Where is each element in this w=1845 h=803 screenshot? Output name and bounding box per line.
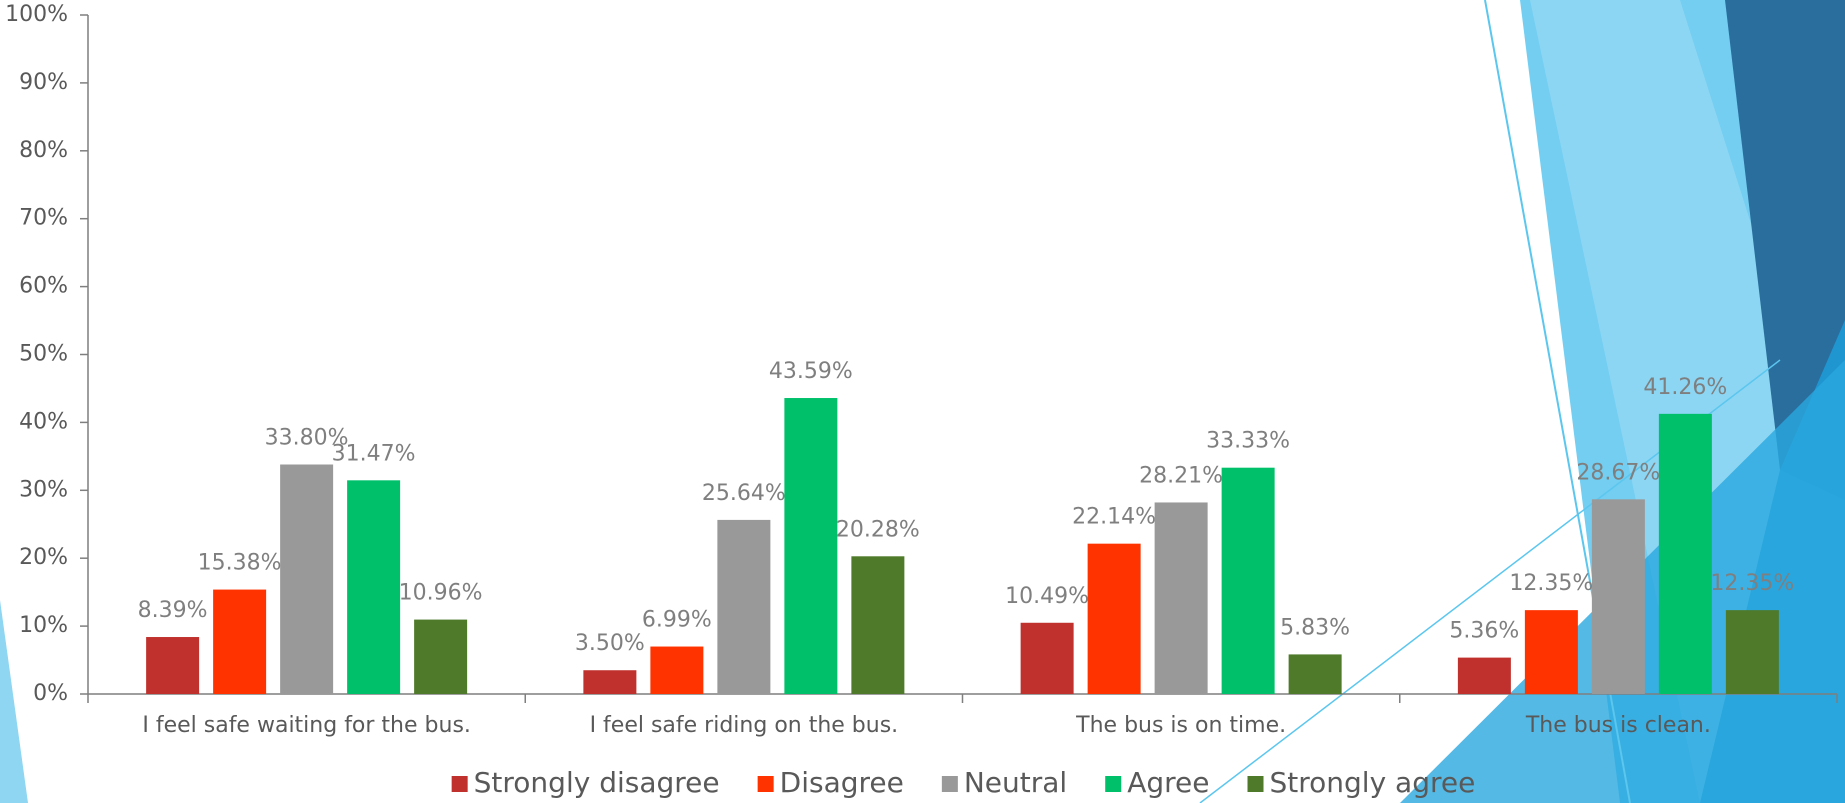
value-label: 33.33% bbox=[1206, 429, 1290, 454]
bar bbox=[1524, 610, 1578, 694]
value-label: 10.49% bbox=[1005, 584, 1089, 609]
bar bbox=[1288, 654, 1342, 694]
bar bbox=[1221, 467, 1275, 694]
bar bbox=[347, 480, 401, 694]
bar bbox=[583, 670, 637, 694]
bar bbox=[146, 637, 200, 694]
bar bbox=[1658, 413, 1712, 694]
x-tick-label: I feel safe riding on the bus. bbox=[590, 713, 899, 738]
bar bbox=[784, 398, 838, 694]
bar bbox=[1154, 502, 1208, 694]
y-tick-label: 20% bbox=[19, 545, 68, 570]
legend-label: Strongly agree bbox=[1270, 766, 1476, 799]
bar bbox=[213, 589, 267, 694]
x-tick-label: The bus is on time. bbox=[1075, 713, 1286, 738]
value-label: 28.67% bbox=[1576, 460, 1660, 485]
legend-swatch bbox=[941, 776, 958, 792]
y-tick-label: 60% bbox=[19, 274, 68, 299]
x-tick-label: I feel safe waiting for the bus. bbox=[142, 713, 471, 738]
legend-label: Neutral bbox=[964, 766, 1067, 799]
legend-swatch bbox=[757, 776, 774, 792]
value-label: 5.83% bbox=[1280, 615, 1350, 640]
value-label: 33.80% bbox=[265, 425, 349, 450]
value-label: 15.38% bbox=[198, 551, 282, 576]
value-label: 6.99% bbox=[642, 608, 712, 633]
value-label: 3.50% bbox=[575, 631, 645, 656]
legend-label: Agree bbox=[1127, 766, 1209, 799]
legend-swatch bbox=[1105, 776, 1122, 792]
value-label: 31.47% bbox=[332, 441, 416, 466]
bar bbox=[414, 619, 468, 694]
value-label: 20.28% bbox=[836, 517, 920, 542]
y-tick-label: 30% bbox=[19, 477, 68, 502]
x-tick-label: The bus is clean. bbox=[1525, 713, 1711, 738]
bar bbox=[1087, 543, 1141, 694]
bar bbox=[717, 519, 771, 694]
value-label: 25.64% bbox=[702, 481, 786, 506]
y-tick-label: 50% bbox=[19, 342, 68, 367]
value-label: 5.36% bbox=[1449, 619, 1519, 644]
y-tick-label: 70% bbox=[19, 206, 68, 231]
value-label: 22.14% bbox=[1072, 505, 1156, 530]
legend-swatch bbox=[451, 776, 468, 792]
bar bbox=[1725, 610, 1779, 694]
value-label: 12.35% bbox=[1710, 571, 1794, 596]
y-tick-label: 40% bbox=[19, 409, 68, 434]
legend-label: Strongly disagree bbox=[474, 766, 720, 799]
value-label: 41.26% bbox=[1643, 375, 1727, 400]
value-label: 12.35% bbox=[1509, 571, 1593, 596]
legend-swatch bbox=[1247, 776, 1264, 792]
value-label: 8.39% bbox=[138, 598, 208, 623]
y-tick-label: 90% bbox=[19, 70, 68, 95]
legend-label: Disagree bbox=[780, 766, 904, 799]
value-label: 28.21% bbox=[1139, 463, 1223, 488]
bar bbox=[280, 464, 334, 694]
bar bbox=[650, 646, 704, 694]
bar bbox=[1020, 622, 1074, 694]
bar bbox=[851, 556, 905, 694]
bar bbox=[1591, 499, 1645, 694]
y-tick-label: 10% bbox=[19, 613, 68, 638]
value-label: 10.96% bbox=[399, 581, 483, 606]
value-label: 43.59% bbox=[769, 359, 853, 384]
y-tick-label: 100% bbox=[5, 2, 68, 27]
y-tick-label: 80% bbox=[19, 138, 68, 163]
bar bbox=[1457, 657, 1511, 694]
y-tick-label: 0% bbox=[33, 681, 68, 706]
